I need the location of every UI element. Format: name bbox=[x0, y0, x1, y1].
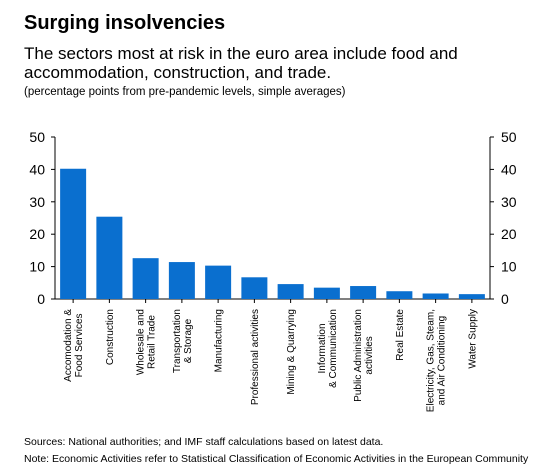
x-tick-label: Water Supply bbox=[467, 309, 478, 369]
x-tick-label: Real Estate bbox=[395, 309, 406, 361]
bar bbox=[60, 168, 87, 299]
bar bbox=[241, 277, 268, 299]
bar bbox=[313, 287, 340, 299]
x-tick-label-line: Real Estate bbox=[395, 309, 406, 361]
chart-units: (percentage points from pre-pandemic lev… bbox=[24, 86, 346, 98]
x-tick-label-line: Wholesale and bbox=[136, 309, 147, 375]
y-tick-label-right: 20 bbox=[501, 226, 517, 242]
x-tick-label-line: & Storage bbox=[183, 318, 194, 363]
x-tick-label: Information & Communication bbox=[317, 309, 339, 388]
y-tick-label-right: 50 bbox=[501, 129, 517, 145]
x-tick-label-line: Construction bbox=[105, 309, 116, 365]
y-tick-label-left: 10 bbox=[29, 259, 45, 275]
x-tick-label-line: Food Services bbox=[74, 313, 85, 377]
bar bbox=[205, 265, 232, 299]
bar bbox=[422, 293, 449, 299]
x-tick-label-line: Professional activities bbox=[250, 309, 261, 405]
x-tick-label-line: Manufacturing bbox=[214, 309, 225, 372]
bar bbox=[458, 294, 485, 299]
x-tick-label-line: Accomodation & bbox=[63, 309, 74, 382]
sources-note: Sources: National authorities; and IMF s… bbox=[24, 436, 384, 448]
chart-title: Surging insolvencies bbox=[24, 12, 226, 34]
x-tick-label: Manufacturing bbox=[214, 309, 225, 372]
chart-subtitle: The sectors most at risk in the euro are… bbox=[24, 44, 458, 82]
x-tick-label: Transportation & Storage bbox=[172, 309, 194, 373]
x-tick-label: Wholesale and Retail Trade bbox=[136, 309, 158, 375]
bar bbox=[168, 262, 195, 299]
y-tick-label-left: 0 bbox=[37, 291, 45, 307]
y-tick-label-right: 10 bbox=[501, 259, 517, 275]
x-tick-label-line: Retail Trade bbox=[147, 315, 158, 369]
y-tick-label-left: 40 bbox=[29, 161, 45, 177]
y-tick-label-right: 40 bbox=[501, 161, 517, 177]
x-tick-label: Public Administration activities bbox=[353, 309, 375, 402]
x-tick-label-line: Information bbox=[317, 323, 328, 373]
x-tick-label-line: Mining & Quarrying bbox=[286, 309, 297, 395]
bar bbox=[96, 216, 123, 299]
x-tick-label: Electricity, Gas, Steam, and Air Conditio… bbox=[426, 309, 448, 412]
x-tick-label-line: activities bbox=[364, 336, 375, 374]
bar bbox=[350, 286, 377, 299]
y-tick-label-left: 50 bbox=[29, 129, 45, 145]
x-tick-label: Accomodation & Food Services bbox=[63, 309, 85, 382]
y-tick-label-right: 30 bbox=[501, 194, 517, 210]
definition-note: Note: Economic Activities refer to Stati… bbox=[24, 453, 529, 465]
x-tick-label: Professional activities bbox=[250, 309, 261, 405]
x-tick-label: Construction bbox=[105, 309, 116, 365]
y-tick-label-left: 30 bbox=[29, 194, 45, 210]
y-tick-label-right: 0 bbox=[501, 291, 509, 307]
x-tick-label-line: and Air Conditioning bbox=[437, 316, 448, 406]
x-tick-label-line: Electricity, Gas, Steam, bbox=[426, 309, 437, 412]
x-tick-label-line: & Communication bbox=[328, 309, 339, 388]
y-tick-label-left: 20 bbox=[29, 226, 45, 242]
x-tick-label-line: Water Supply bbox=[467, 309, 478, 369]
x-tick-label-line: Transportation bbox=[172, 309, 183, 373]
bar bbox=[386, 291, 413, 299]
x-tick-label: Mining & Quarrying bbox=[286, 309, 297, 395]
bar bbox=[277, 284, 304, 299]
x-tick-label-line: Public Administration bbox=[353, 309, 364, 402]
bar bbox=[132, 258, 159, 299]
